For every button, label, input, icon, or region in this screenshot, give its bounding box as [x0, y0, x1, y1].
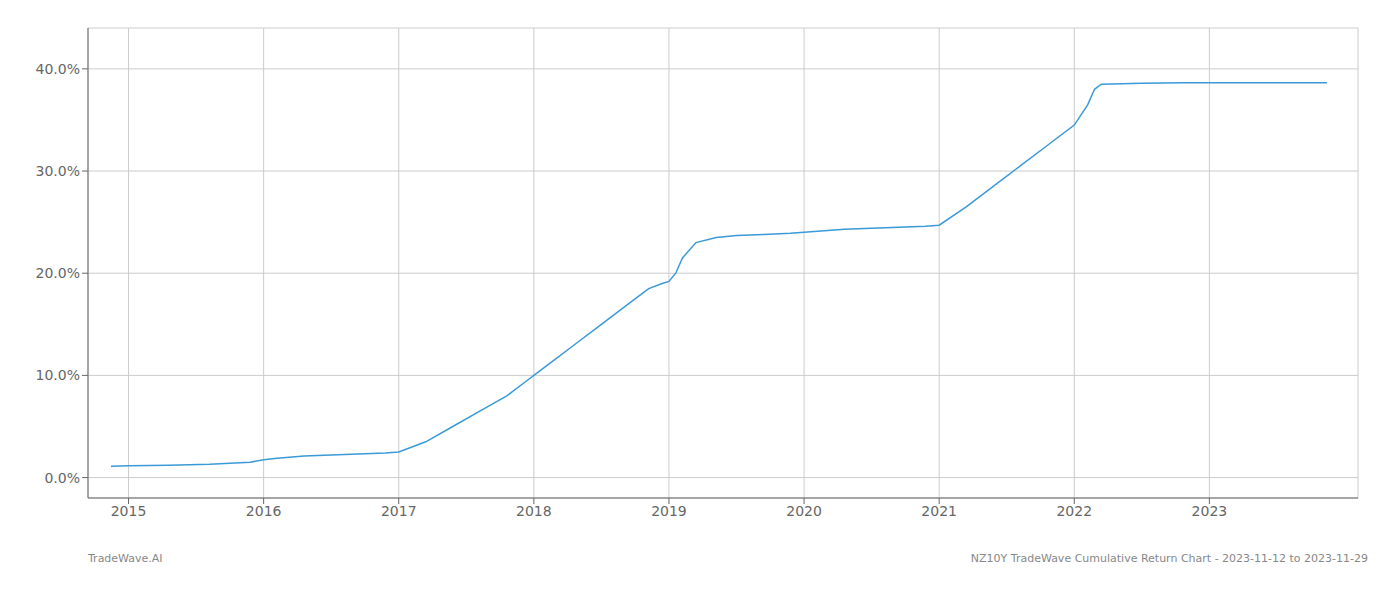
svg-text:2018: 2018: [516, 503, 552, 519]
svg-text:2022: 2022: [1056, 503, 1092, 519]
svg-text:20.0%: 20.0%: [36, 265, 80, 281]
svg-text:2016: 2016: [246, 503, 282, 519]
html-text:NZ10Y TradeWave Cumulative Ret: NZ10Y TradeWave Cumulative Return Chart …: [970, 552, 1368, 565]
svg-text:2017: 2017: [381, 503, 417, 519]
svg-text:2019: 2019: [651, 503, 687, 519]
svg-text:10.0%: 10.0%: [36, 367, 80, 383]
html-text:TradeWave.AI: TradeWave.AI: [88, 552, 163, 565]
svg-text:2015: 2015: [111, 503, 147, 519]
svg-text:30.0%: 30.0%: [36, 163, 80, 179]
svg-text:2020: 2020: [786, 503, 822, 519]
svg-text:2023: 2023: [1192, 503, 1228, 519]
svg-text:2021: 2021: [921, 503, 957, 519]
svg-text:40.0%: 40.0%: [36, 61, 80, 77]
svg-text:0.0%: 0.0%: [44, 470, 80, 486]
